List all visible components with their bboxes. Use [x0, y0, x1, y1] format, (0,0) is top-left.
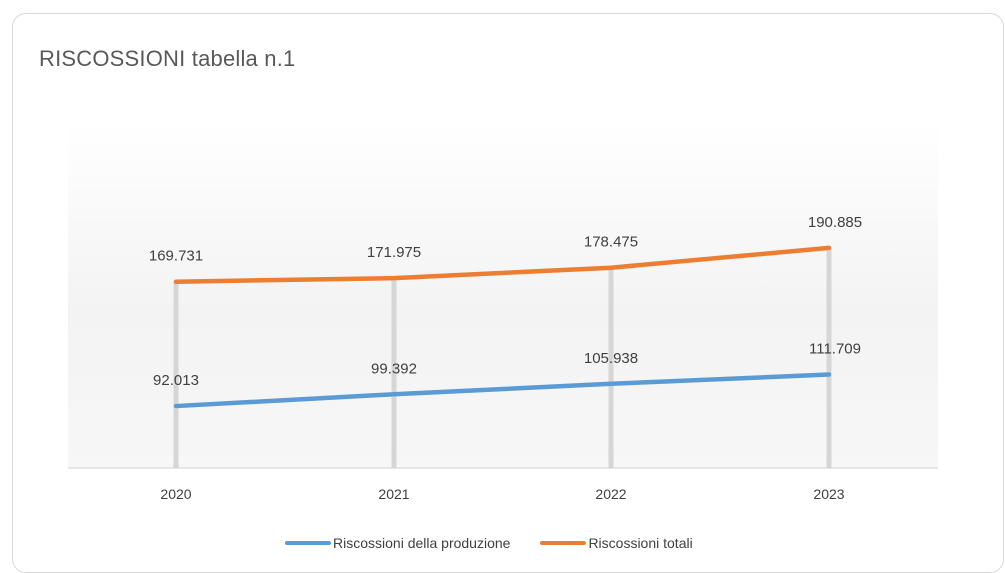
legend-item-production[interactable]: Riscossioni della produzione — [285, 535, 510, 551]
data-label: 99.392 — [371, 360, 417, 377]
plot-area — [68, 120, 938, 468]
data-label: 178.475 — [584, 234, 638, 251]
x-tick-label: 2023 — [813, 486, 844, 502]
data-label: 92.013 — [153, 372, 199, 389]
x-tick-label: 2020 — [160, 486, 191, 502]
legend-label-production: Riscossioni della produzione — [333, 535, 511, 551]
data-label: 169.731 — [149, 248, 203, 265]
legend-swatch-production — [285, 541, 331, 545]
x-tick-label: 2022 — [595, 486, 626, 502]
data-label: 171.975 — [367, 244, 421, 261]
legend: Riscossioni della produzione Riscossioni… — [285, 533, 723, 553]
series-line-production[interactable] — [173, 372, 832, 409]
data-label: 190.885 — [808, 214, 862, 231]
legend-item-total[interactable]: Riscossioni totali — [540, 535, 693, 551]
data-label: 105.938 — [584, 350, 638, 367]
chart-title: RISCOSSIONI tabella n.1 — [39, 46, 296, 71]
legend-swatch-total — [540, 541, 587, 545]
data-label: 111.709 — [809, 341, 861, 358]
x-tick-label: 2021 — [378, 486, 409, 502]
series-line-total[interactable] — [173, 245, 832, 284]
legend-label-total: Riscossioni totali — [588, 535, 693, 551]
